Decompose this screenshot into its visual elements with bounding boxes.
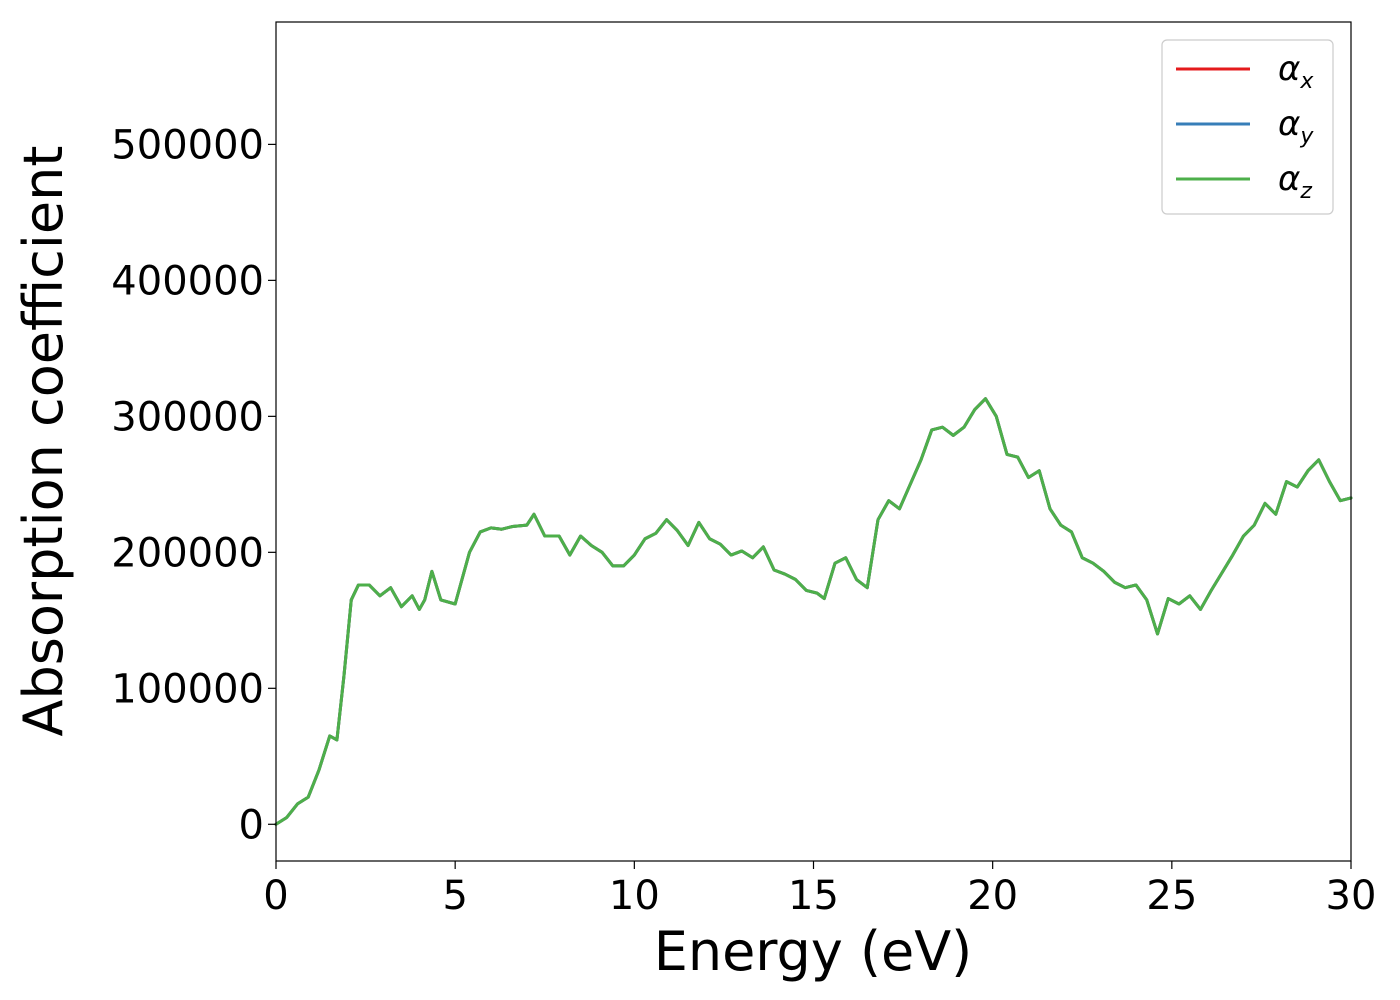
x-tick-label: 10 — [609, 873, 660, 919]
x-tick-label: 30 — [1326, 873, 1377, 919]
x-tick-label: 5 — [442, 873, 467, 919]
series-line-x — [274, 397, 1353, 826]
y-tick-label: 300000 — [111, 394, 264, 440]
legend-label: αy — [1278, 104, 1314, 149]
y-tick-label: 100000 — [111, 666, 264, 712]
x-tick-label: 20 — [967, 873, 1018, 919]
y-axis-ticks: 0 100000 200000 300000 400000 500000 — [111, 122, 276, 848]
legend-entry-z: αz — [1176, 159, 1312, 204]
series-lines — [274, 397, 1353, 826]
y-tick-label: 500000 — [111, 122, 264, 168]
legend-label: αx — [1278, 49, 1314, 94]
legend: αx αy αz — [1161, 39, 1334, 215]
x-tick-label: 25 — [1146, 873, 1197, 919]
legend-entry-y: αy — [1176, 104, 1314, 149]
x-axis-label: Energy (eV) — [654, 920, 973, 983]
x-axis-ticks: 0 5 10 15 20 25 30 — [263, 861, 1376, 919]
y-tick-label: 200000 — [111, 530, 264, 576]
x-tick-label: 0 — [263, 873, 288, 919]
legend-entry-x: αx — [1176, 49, 1314, 94]
x-tick-label: 15 — [788, 873, 839, 919]
y-tick-label: 400000 — [111, 258, 264, 304]
series-line-y — [274, 397, 1353, 826]
y-tick-label: 0 — [239, 802, 264, 848]
legend-box — [1161, 39, 1334, 215]
legend-label: αz — [1278, 159, 1312, 204]
y-axis-label: Absorption coefficient — [12, 146, 75, 737]
series-line-z — [274, 397, 1353, 826]
